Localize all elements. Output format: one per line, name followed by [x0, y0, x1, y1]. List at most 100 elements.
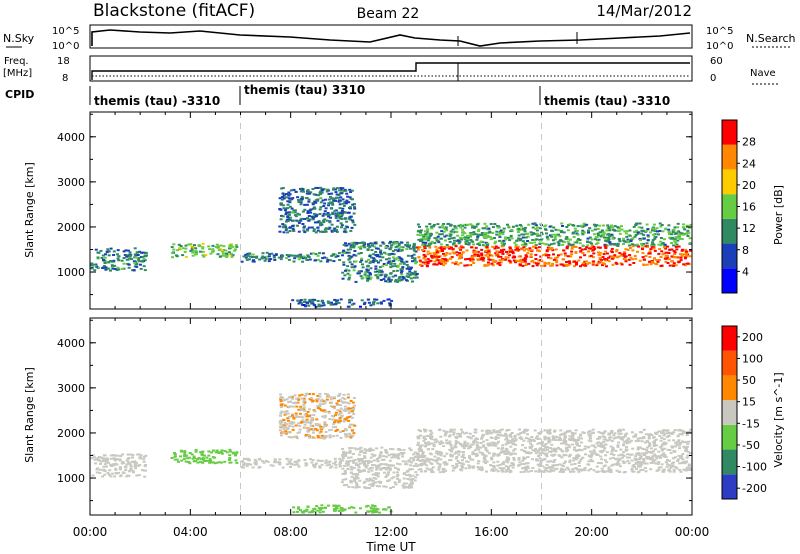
data-cell	[519, 259, 523, 262]
data-cell	[335, 193, 339, 196]
data-cell	[640, 226, 644, 229]
data-cell	[310, 215, 314, 218]
data-cell	[368, 273, 372, 276]
data-cell	[442, 252, 445, 255]
data-cell	[383, 471, 386, 474]
data-cell	[425, 237, 429, 240]
data-cell	[303, 399, 306, 402]
scatter-region	[416, 451, 693, 474]
data-cell	[607, 227, 611, 230]
data-cell	[648, 442, 652, 445]
data-cell	[258, 465, 262, 468]
data-cell	[559, 469, 563, 471]
data-cell	[652, 223, 656, 226]
data-cell	[608, 436, 612, 439]
data-cell	[534, 244, 538, 247]
data-cell	[481, 234, 485, 237]
data-cell	[417, 468, 421, 471]
data-cell	[424, 233, 428, 236]
data-cell	[423, 461, 427, 464]
data-cell	[229, 244, 233, 247]
data-cell	[189, 243, 193, 246]
data-cell	[418, 259, 422, 262]
data-cell	[300, 397, 304, 400]
data-cell	[635, 229, 639, 232]
data-cell	[369, 267, 373, 270]
data-cell	[334, 419, 338, 422]
data-cell	[587, 247, 591, 250]
data-cell	[369, 304, 373, 307]
data-cell	[636, 250, 639, 253]
data-cell	[495, 442, 499, 445]
data-cell	[539, 227, 542, 230]
data-cell	[303, 459, 307, 461]
data-cell	[538, 457, 542, 460]
data-cell	[531, 449, 535, 452]
data-cell	[422, 250, 426, 253]
data-cell	[445, 244, 449, 246]
data-cell	[312, 230, 316, 232]
data-cell	[545, 236, 549, 239]
data-cell	[347, 269, 351, 272]
data-cell	[144, 252, 148, 254]
data-cell	[339, 415, 343, 418]
data-cell	[302, 255, 306, 258]
data-cell	[603, 258, 607, 261]
data-cell	[599, 455, 603, 458]
data-cell	[412, 246, 416, 249]
data-cell	[366, 298, 370, 301]
data-cell	[488, 258, 492, 261]
data-cell	[325, 190, 329, 193]
data-cell	[471, 259, 475, 262]
data-cell	[422, 435, 426, 438]
data-cell	[547, 244, 551, 247]
data-cell	[300, 195, 304, 198]
data-cell	[524, 428, 527, 431]
data-cell	[442, 261, 446, 264]
data-cell	[288, 226, 292, 229]
data-cell	[335, 504, 339, 507]
data-cell	[391, 486, 395, 489]
data-cell	[290, 254, 294, 257]
data-cell	[543, 444, 547, 447]
data-cell	[356, 458, 360, 461]
data-cell	[384, 463, 388, 466]
data-cell	[509, 440, 513, 443]
data-cell	[458, 247, 462, 250]
data-cell	[646, 234, 650, 237]
data-cell	[439, 247, 443, 250]
data-cell	[378, 255, 382, 258]
data-cell	[568, 446, 572, 449]
colorbar-tick-label: 8	[742, 244, 749, 257]
data-cell	[370, 453, 374, 456]
colorbar-swatch	[722, 169, 737, 195]
data-cell	[261, 460, 265, 463]
data-cell	[282, 194, 286, 197]
data-cell	[278, 230, 282, 233]
data-cell	[512, 457, 516, 459]
data-cell	[524, 254, 528, 257]
data-cell	[481, 227, 485, 230]
data-cell	[501, 446, 504, 449]
data-cell	[357, 252, 361, 255]
data-cell	[303, 423, 307, 426]
data-cell	[411, 280, 414, 283]
data-cell	[466, 435, 470, 438]
data-cell	[408, 478, 412, 481]
data-cell	[103, 463, 107, 466]
data-cell	[662, 246, 666, 249]
data-cell	[349, 215, 353, 218]
data-cell	[578, 239, 582, 241]
data-cell	[332, 423, 336, 426]
data-cell	[602, 231, 606, 234]
data-cell	[348, 256, 352, 258]
data-cell	[308, 298, 312, 301]
data-cell	[653, 439, 657, 442]
data-cell	[672, 262, 676, 265]
data-cell	[352, 302, 356, 305]
data-cell	[341, 277, 345, 280]
data-cell	[438, 428, 442, 431]
data-cell	[413, 257, 417, 260]
data-cell	[371, 504, 374, 507]
data-cell	[287, 211, 291, 214]
